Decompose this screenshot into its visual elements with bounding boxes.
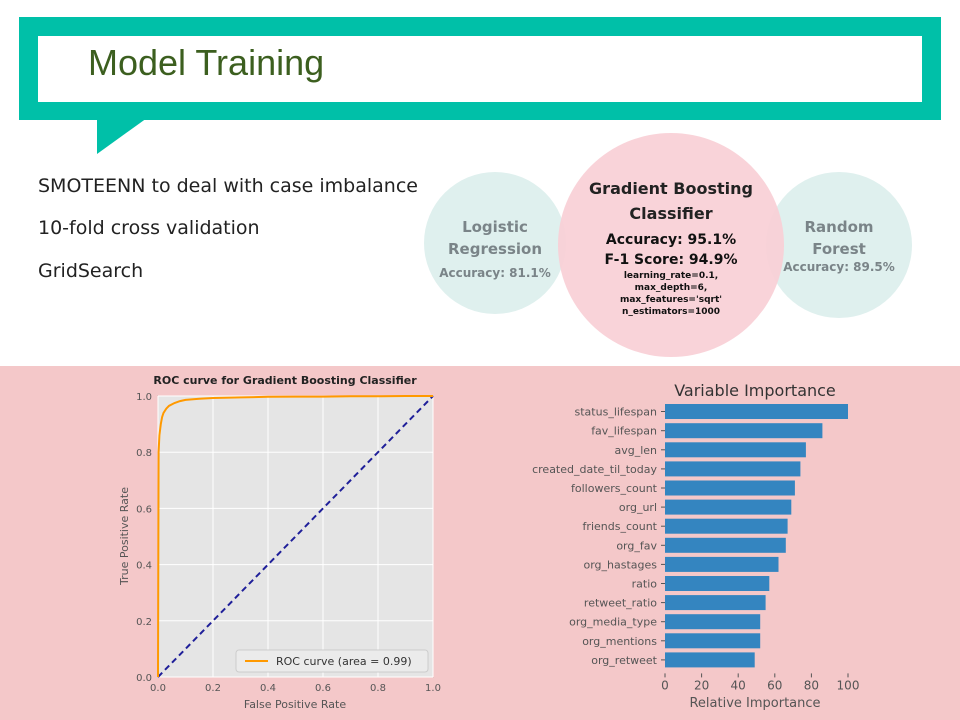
vi-category-label: fav_lifespan: [591, 425, 657, 438]
logistic-accuracy: Accuracy: 81.1%: [439, 266, 551, 280]
header-callout-tail: [97, 118, 147, 154]
roc-x-tick-label: 0.2: [205, 683, 221, 694]
vi-x-tick-label: 20: [694, 678, 709, 692]
gradient-circle: [558, 133, 784, 357]
vi-category-label: friends_count: [583, 520, 658, 533]
rf-name-1: Random: [804, 218, 874, 236]
vi-category-label: retweet_ratio: [584, 597, 657, 610]
roc-x-tick-label: 0.0: [150, 683, 166, 694]
roc-diagonal-line: [157, 395, 434, 678]
vi-bar: [665, 404, 848, 419]
vi-x-tick-label: 60: [767, 678, 782, 692]
gradient-param-learning-rate: learning_rate=0.1,: [623, 271, 719, 281]
gradient-param-n-estimators: n_estimators=1000: [621, 307, 721, 317]
vi-bar: [665, 576, 770, 591]
roc-legend-box: [235, 649, 429, 673]
vi-x-tick-label: 0: [661, 678, 669, 692]
variable-importance-chart: Variable Importance status_lifespan fav_l…: [532, 381, 859, 711]
roc-chart: ROC curve for Gradient Boosting Classifi…: [118, 374, 441, 711]
vi-category-label: org_url: [619, 501, 657, 514]
roc-x-tick-label: 1.0: [425, 683, 441, 694]
vi-category-label: org_media_type: [569, 616, 657, 629]
roc-y-tick-label: 0.8: [136, 448, 152, 459]
logistic-circle: [424, 172, 566, 314]
roc-title: ROC curve for Gradient Boosting Classifi…: [153, 374, 417, 387]
rf-accuracy: Accuracy: 89.5%: [783, 260, 895, 274]
roc-y-tick-label: 0.4: [136, 561, 152, 572]
roc-curve-line: [157, 395, 433, 678]
vi-bar: [665, 480, 795, 496]
roc-y-tick-label: 0.6: [136, 504, 152, 515]
gradient-param-max-features: max_features='sqrt': [619, 295, 723, 305]
roc-xlabel: False Positive Rate: [244, 698, 346, 711]
vi-bar: [665, 537, 786, 553]
vi-bars: [665, 404, 848, 668]
vi-x-tick-label: 40: [731, 678, 746, 692]
vi-bar: [665, 556, 779, 572]
bullet-gridsearch: GridSearch: [38, 260, 144, 282]
gradient-param-max-depth: max_depth=6,: [634, 283, 708, 293]
rf-name-2: Forest: [812, 240, 866, 258]
roc-ticks: 0.0 0.2 0.4 0.6 0.8 1.0 0.0 0.2 0.4 0.6 0.8 1.0: [136, 392, 441, 694]
roc-y-tick-label: 0.2: [136, 617, 152, 628]
vi-x-tick-label: 80: [804, 678, 819, 692]
roc-lines: [157, 395, 434, 678]
roc-y-tick-label: 0.0: [136, 673, 152, 684]
vi-category-label: org_retweet: [591, 654, 657, 667]
vi-xlabel: Relative Importance: [689, 696, 820, 711]
vi-title: Variable Importance: [674, 381, 836, 400]
gradient-name-1: Gradient Boosting: [589, 179, 753, 198]
vi-bar: [665, 461, 801, 477]
logistic-name-2: Regression: [447, 240, 542, 258]
vi-bar: [665, 423, 823, 439]
roc-x-tick-label: 0.4: [260, 683, 276, 694]
vi-bar: [665, 442, 806, 458]
vi-bar: [665, 518, 788, 534]
roc-legend-label: ROC curve (area = 0.99): [276, 655, 412, 668]
vi-category-label: org_hastages: [583, 558, 657, 571]
logistic-name-1: Logistic: [462, 218, 528, 236]
vi-bar: [665, 499, 792, 515]
vi-category-label: ratio: [632, 578, 658, 591]
vi-bar: [665, 595, 766, 611]
vi-category-label: followers_count: [571, 482, 658, 495]
vi-ticks: status_lifespan fav_lifespan avg_lencreate…: [532, 406, 859, 693]
header-inner: [38, 36, 922, 102]
vi-x-tick-label: 100: [837, 678, 860, 692]
gradient-name-2: Classifier: [629, 204, 713, 223]
bullet-smoteenn: SMOTEENN to deal with case imbalance: [38, 175, 418, 197]
gradient-accuracy: Accuracy: 95.1%: [605, 232, 737, 248]
gradient-f1: F-1 Score: 94.9%: [604, 252, 738, 268]
vi-category-label: avg_len: [614, 444, 657, 457]
vi-category-label: org_fav: [616, 539, 657, 552]
vi-bar: [665, 614, 761, 630]
vi-category-label: status_lifespan: [575, 406, 658, 419]
page-title: Model Training: [88, 42, 325, 83]
vi-bar: [665, 652, 755, 668]
vi-category-label: org_mentions: [582, 635, 657, 648]
roc-ylabel: True Positive Rate: [118, 487, 131, 586]
vi-bar: [665, 633, 761, 649]
roc-y-tick-label: 1.0: [136, 392, 152, 403]
roc-x-tick-label: 0.8: [370, 683, 386, 694]
vi-category-label: created_date_til_today: [532, 463, 657, 476]
random-forest-circle: [766, 172, 912, 318]
bullet-cross-validation: 10-fold cross validation: [38, 217, 260, 239]
roc-x-tick-label: 0.6: [315, 683, 331, 694]
